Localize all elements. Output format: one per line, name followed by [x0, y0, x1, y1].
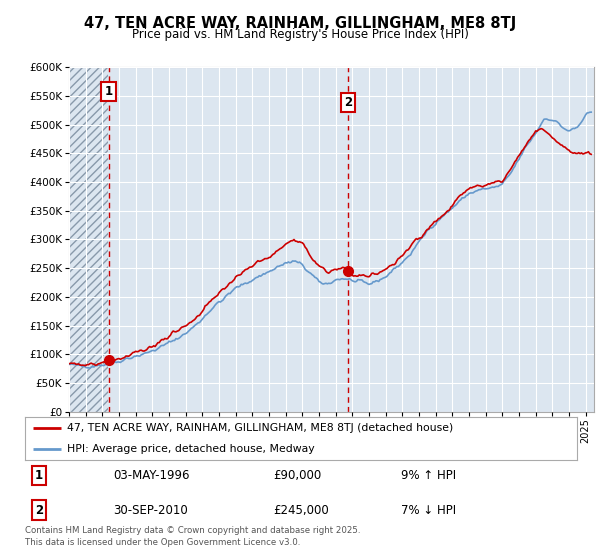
- Text: 03-MAY-1996: 03-MAY-1996: [113, 469, 190, 482]
- Text: £90,000: £90,000: [274, 469, 322, 482]
- Bar: [69, 67, 109, 412]
- Text: Contains HM Land Registry data © Crown copyright and database right 2025.
This d: Contains HM Land Registry data © Crown c…: [25, 526, 361, 547]
- Text: £245,000: £245,000: [274, 503, 329, 516]
- Text: HPI: Average price, detached house, Medway: HPI: Average price, detached house, Medw…: [67, 445, 314, 454]
- Text: 1: 1: [35, 469, 43, 482]
- Text: 30-SEP-2010: 30-SEP-2010: [113, 503, 188, 516]
- Text: 47, TEN ACRE WAY, RAINHAM, GILLINGHAM, ME8 8TJ (detached house): 47, TEN ACRE WAY, RAINHAM, GILLINGHAM, M…: [67, 423, 453, 432]
- Text: Price paid vs. HM Land Registry's House Price Index (HPI): Price paid vs. HM Land Registry's House …: [131, 28, 469, 41]
- Text: 2: 2: [344, 96, 352, 109]
- Text: 7% ↓ HPI: 7% ↓ HPI: [401, 503, 455, 516]
- Text: 2: 2: [35, 503, 43, 516]
- Text: 1: 1: [104, 85, 113, 98]
- Text: 47, TEN ACRE WAY, RAINHAM, GILLINGHAM, ME8 8TJ: 47, TEN ACRE WAY, RAINHAM, GILLINGHAM, M…: [84, 16, 516, 31]
- Text: 9% ↑ HPI: 9% ↑ HPI: [401, 469, 455, 482]
